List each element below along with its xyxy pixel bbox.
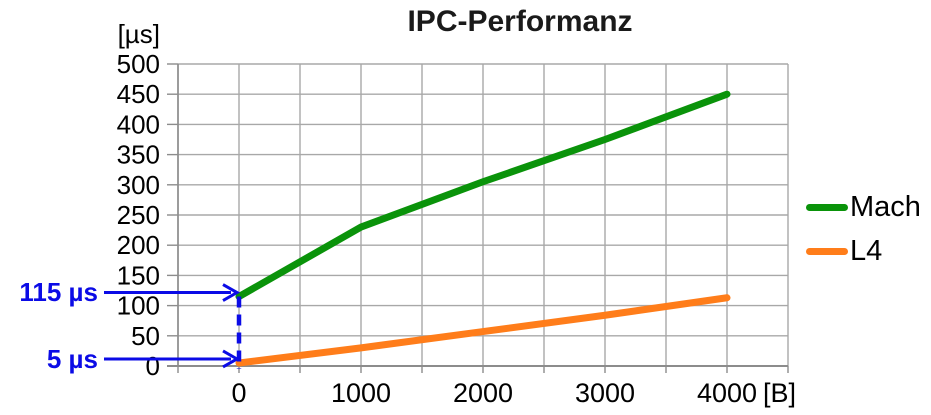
annotation-arrow-head <box>222 349 241 369</box>
y-tick-label: 100 <box>117 291 160 321</box>
l4-series-line <box>235 294 731 367</box>
legend-item-mach: Mach <box>806 190 921 223</box>
x-tick-label: 4000 <box>697 378 757 408</box>
annotation-5us-label: 5 µs <box>46 344 98 374</box>
x-tick-label: 1000 <box>331 378 391 408</box>
y-tick-label: 50 <box>131 321 160 351</box>
y-axis-unit-label: [µs] <box>118 19 160 49</box>
annotation-115us-label: 115 µs <box>19 277 98 307</box>
legend: Mach L4 <box>806 190 921 267</box>
y-tick-label: 350 <box>117 140 160 170</box>
mach-series-line <box>235 90 731 301</box>
x-tick-label: 0 <box>231 378 246 408</box>
y-tick-label: 300 <box>117 170 160 200</box>
x-tick-label: 2000 <box>453 378 513 408</box>
x-tick-label: 3000 <box>575 378 635 408</box>
x-axis-unit-label: [B] <box>763 378 796 408</box>
legend-item-l4: L4 <box>806 234 921 267</box>
chart-title: IPC-Performanz <box>407 5 633 38</box>
y-tick-label: 450 <box>117 79 160 109</box>
y-tick-label: 200 <box>117 230 160 260</box>
y-tick-label: 400 <box>117 109 160 139</box>
y-tick-label: 500 <box>117 49 160 79</box>
mach-series-label: Mach <box>850 190 921 223</box>
annotation-arrow-head <box>222 283 241 302</box>
l4-series-label: L4 <box>850 234 883 267</box>
l4-series-swatch <box>806 247 848 255</box>
y-tick-label: 0 <box>146 351 160 381</box>
y-tick-label: 250 <box>117 200 160 230</box>
y-tick-label: 150 <box>117 260 160 290</box>
mach-series-swatch <box>806 203 848 211</box>
